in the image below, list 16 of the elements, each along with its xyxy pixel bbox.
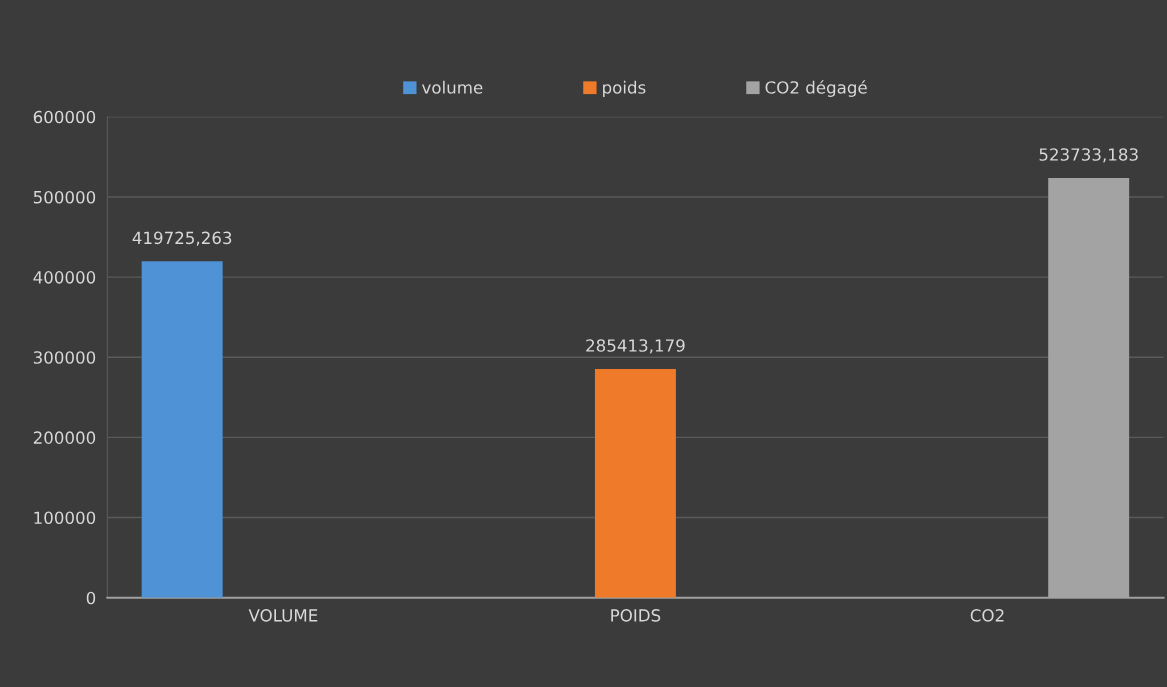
legend-label: CO2 dégagé [765, 80, 867, 97]
y-tick-label: 200000 [33, 431, 96, 444]
x-tick-label: VOLUME [248, 609, 318, 622]
y-tick-label: 600000 [33, 110, 96, 124]
y-tick-label: 300000 [33, 351, 96, 364]
y-tick-label: 400000 [33, 271, 96, 284]
x-tick-label: POIDS [611, 609, 661, 622]
y-tick-label: 0 [86, 591, 96, 605]
legend-label: volume [421, 80, 483, 94]
data-label: 285413,179 [586, 339, 685, 354]
y-tick-label: 100000 [34, 511, 96, 525]
data-label: 419725,263 [132, 231, 232, 246]
y-tick-label: 500000 [33, 190, 96, 204]
legend-label: poids [603, 80, 646, 97]
data-label: 523733,183 [1039, 148, 1138, 163]
x-tick-label: CO2 [970, 609, 1004, 622]
